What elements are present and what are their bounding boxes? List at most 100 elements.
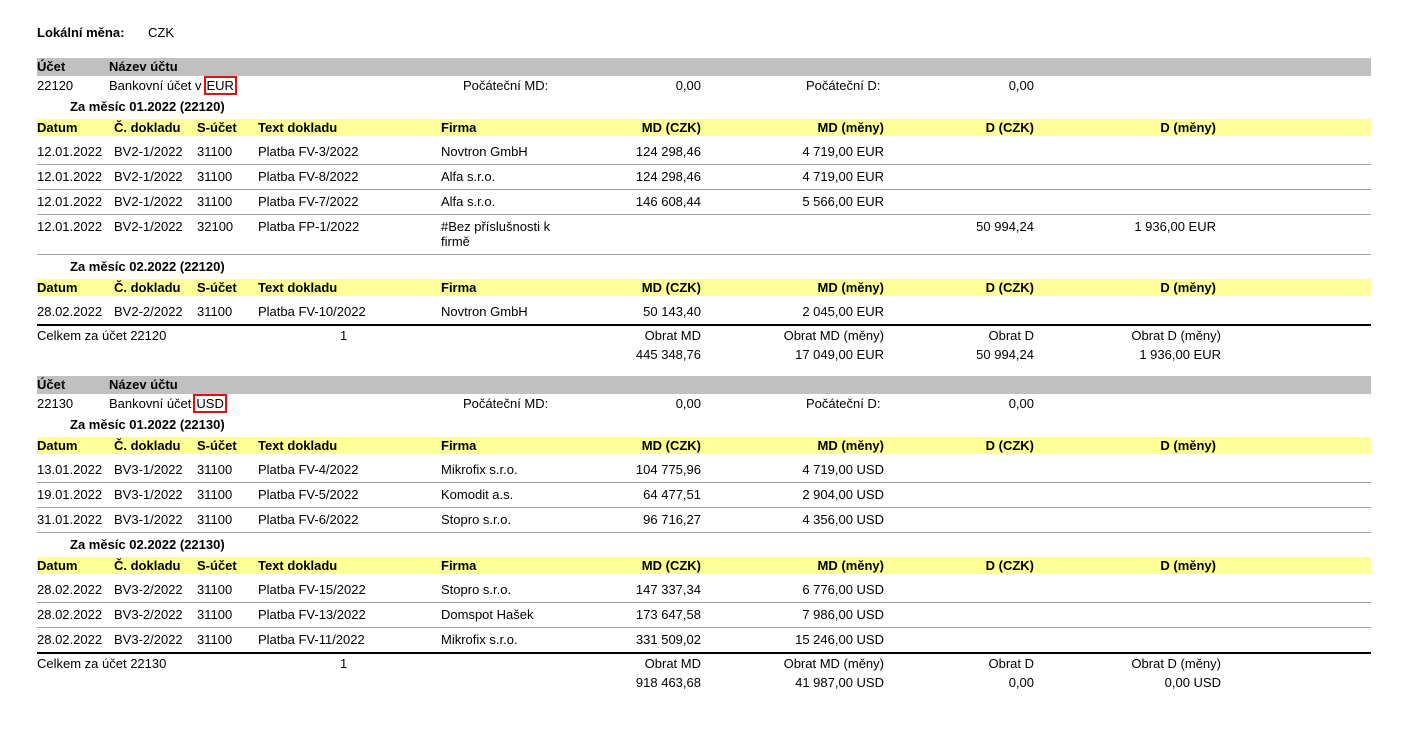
column-label: Text dokladu [258,120,338,135]
total-header: Obrat D [988,328,1034,343]
cell: BV2-2/2022 [114,304,183,319]
column-label: MD (měny) [817,120,884,135]
cell: Platba FV-6/2022 [258,512,359,527]
cell: BV2-1/2022 [114,144,183,159]
total-header: Obrat MD [644,328,701,343]
cell: 31100 [197,462,233,477]
cell: 4 719,00 EUR [802,144,884,159]
column-label: MD (CZK) [641,558,701,573]
cell: Platba FV-10/2022 [258,304,366,319]
total-value: 445 348,76 [635,347,701,362]
opening-value: 0,00 [675,396,701,411]
column-label: D (měny) [1160,120,1216,135]
cell: Novtron GmbH [441,304,528,319]
cell: 15 246,00 USD [795,632,884,647]
column-label: S-účet [197,438,237,453]
cell: BV2-1/2022 [114,219,183,234]
account-info: 22130 Bankovní účet USD Počáteční MD: 0,00 Po… [37,394,1371,413]
cell: BV3-2/2022 [114,632,183,647]
cell: Platba FP-1/2022 [258,219,360,234]
cell: Novtron GmbH [441,144,528,159]
data-row: 12.01.2022 BV2-1/2022 31100 Platba FV-3/202… [37,140,1371,165]
account-number: 22130 [37,396,74,411]
total-row: 918 463,68 41 987,00 USD 0,00 0,00 USD [37,673,1371,692]
total-row: Celkem za účet 22120 1 Obrat MD Obrat MD (m… [37,326,1371,345]
column-label: Datum [37,280,78,295]
header: Lokální měna: CZK [37,24,1371,42]
cell: 31.01.2022 [37,512,103,527]
opening-label: Počáteční D: [806,78,881,93]
cell: 4 719,00 EUR [802,169,884,184]
month-title-text: Za měsíc 02.2022 (22120) [70,259,225,274]
column-label: Č. dokladu [114,558,181,573]
column-label: S-účet [197,120,237,135]
cell: 28.02.2022 [37,304,103,319]
cell: Platba FV-7/2022 [258,194,359,209]
cell: Stopro s.r.o. [441,582,512,597]
month-title-text: Za měsíc 01.2022 (22120) [70,99,225,114]
total-header: Obrat MD (měny) [783,656,884,671]
account-name: Bankovní účet v [109,78,202,93]
cell: 12.01.2022 [37,144,103,159]
data-row: 31.01.2022 BV3-1/2022 31100 Platba FV-6/202… [37,508,1371,533]
head-label: Účet [37,59,66,74]
month-title-text: Za měsíc 02.2022 (22130) [70,537,225,552]
cell: 173 647,58 [635,607,701,622]
opening-label: Počáteční MD: [463,78,549,93]
cell: Domspot Hašek [441,607,534,622]
cell: 124 298,46 [635,169,701,184]
data-row: 12.01.2022 BV2-1/2022 32100 Platba FP-1/202… [37,215,1371,255]
cell: Komodit a.s. [441,487,514,502]
cell: 50 994,24 [976,219,1034,234]
currency-value: CZK [148,25,174,40]
cell: Stopro s.r.o. [441,512,512,527]
cell: Platba FV-15/2022 [258,582,366,597]
cell: 31100 [197,582,233,597]
column-label: Firma [441,120,477,135]
cell: Mikrofix s.r.o. [441,632,518,647]
account-number: 22120 [37,78,74,93]
month-title: Za měsíc 02.2022 (22120) [37,255,1371,279]
cell: 31100 [197,169,233,184]
account-info: 22120 Bankovní účet v EUR Počáteční MD: 0,00… [37,76,1371,95]
cell: Platba FV-11/2022 [258,632,365,647]
account-head: Účet Název účtu [37,376,1371,394]
total-value: 41 987,00 USD [795,675,884,690]
cell: 31100 [197,487,233,502]
column-label: D (měny) [1160,558,1216,573]
column-label: S-účet [197,280,237,295]
account-name-wrap: Bankovní účet USD [109,394,227,413]
cell: BV3-2/2022 [114,607,183,622]
column-label: D (měny) [1160,280,1216,295]
cell: 32100 [197,219,234,234]
column-label: D (CZK) [985,438,1034,453]
cell: 12.01.2022 [37,169,103,184]
total-count: 1 [340,328,348,343]
column-label: MD (CZK) [641,438,701,453]
cell: Mikrofix s.r.o. [441,462,518,477]
data-row: 28.02.2022 BV3-2/2022 31100 Platba FV-13/20… [37,603,1371,628]
column-label: Firma [441,558,477,573]
cell: 31100 [197,304,233,319]
cell: #Bez příslušnosti k firmě [441,219,551,249]
column-label: Datum [37,558,78,573]
total-label: Celkem za účet 22130 [37,656,167,671]
total-value: 1 936,00 EUR [1139,347,1221,362]
total-value: 0,00 USD [1164,675,1221,690]
column-label: Č. dokladu [114,120,181,135]
cell: 1 936,00 EUR [1134,219,1216,234]
column-label: Č. dokladu [114,438,181,453]
month-title: Za měsíc 01.2022 (22120) [37,95,1371,119]
cell: 12.01.2022 [37,219,103,234]
total-row: Celkem za účet 22130 1 Obrat MD Obrat MD (m… [37,654,1371,673]
column-label: Text dokladu [258,280,338,295]
cell: Platba FV-13/2022 [258,607,366,622]
cell: 31100 [197,632,233,647]
data-row: 13.01.2022 BV3-1/2022 31100 Platba FV-4/202… [37,458,1371,483]
opening-value: 0,00 [675,78,701,93]
total-label: Celkem za účet 22120 [37,328,167,343]
cell: 13.01.2022 [37,462,103,477]
month-title: Za měsíc 02.2022 (22130) [37,533,1371,557]
cell: 31100 [197,607,233,622]
total-value: 918 463,68 [635,675,701,690]
